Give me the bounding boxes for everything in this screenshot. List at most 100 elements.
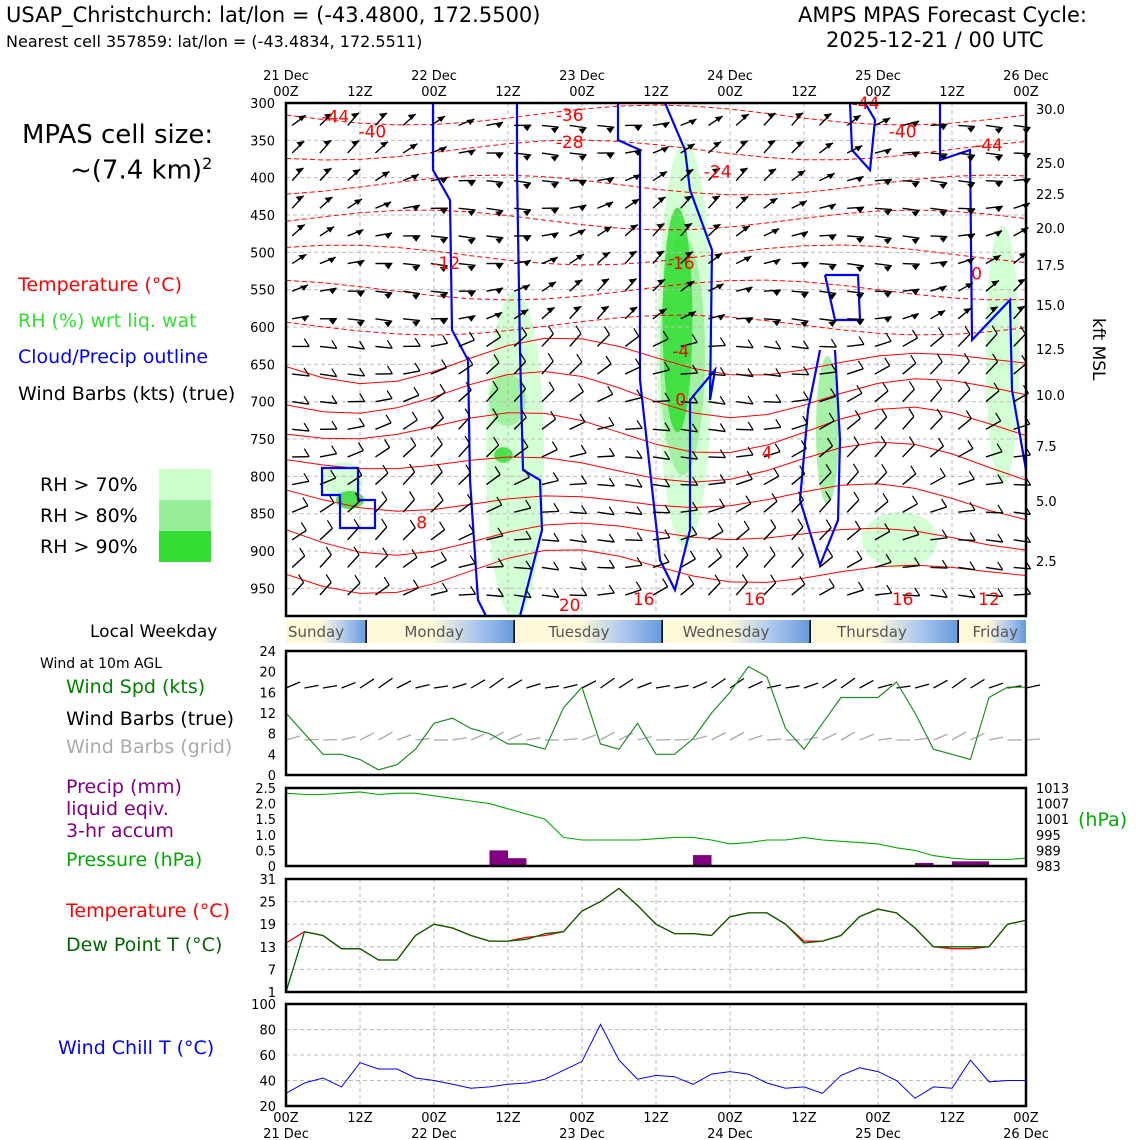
upper-wind-barb-425 — [846, 528, 861, 541]
top-hour-label-1: 12Z — [347, 85, 373, 100]
upper-wind-flag-13 — [634, 125, 643, 132]
upper-wind-flag-26 — [994, 127, 1003, 134]
legend-temperature: Temperature (°C) — [18, 274, 182, 296]
upper-wind-flag-183 — [856, 293, 864, 300]
upper-wind-feather-345 — [853, 436, 860, 445]
upper-wind-feather-360 — [523, 468, 531, 478]
upper-wind-barb-113 — [430, 235, 448, 239]
wind-grid-label: Wind Barbs (grid) — [66, 736, 233, 758]
weekday-wednesday: Wednesday — [683, 623, 770, 641]
precip-bar-0 — [489, 850, 508, 866]
upper-wind-barb-114 — [458, 235, 476, 240]
upper-wind-flag-68 — [659, 171, 668, 178]
kft-tick-9: 5.0 — [1036, 495, 1057, 510]
upper-wind-flag-192 — [356, 320, 365, 327]
temp-contour-label-5: -12 — [432, 254, 460, 274]
upper-wind-barb-367 — [735, 478, 753, 486]
upper-wind-feather-300 — [358, 417, 365, 427]
upper-wind-feather-254 — [576, 353, 583, 363]
upper-wind-barb-288 — [791, 398, 809, 403]
upper-wind-barb-396 — [791, 499, 804, 513]
upper-wind-flag-33 — [438, 146, 447, 153]
pressure-tick-7: 650 — [250, 358, 275, 373]
upper-wind-feather-427 — [884, 523, 891, 532]
upper-wind-barb-132 — [958, 233, 976, 237]
upper-wind-barb-265 — [902, 362, 917, 375]
upper-wind-barb-364 — [652, 483, 670, 488]
upper-wind-feather-423 — [770, 519, 777, 528]
upper-wind-feather-318 — [854, 410, 861, 419]
upper-wind-barb-259 — [736, 373, 754, 378]
kft-tick-4: 17.5 — [1036, 259, 1065, 274]
upper-wind-barb-456 — [958, 566, 976, 571]
upper-wind-feather-369 — [773, 467, 780, 477]
upper-wind-feather-344 — [826, 437, 834, 447]
upper-wind-feather-302 — [411, 411, 418, 421]
legend-rh90-swatch — [159, 531, 211, 562]
upper-wind-flag-3 — [350, 112, 359, 119]
upper-wind-flag-144 — [522, 260, 531, 267]
upper-wind-feather-460 — [298, 574, 305, 583]
upper-wind-barb-53 — [1013, 152, 1031, 155]
upper-wind-flag-122 — [656, 223, 665, 230]
upper-wind-barb-329 — [430, 443, 443, 458]
upper-wind-feather-242 — [991, 325, 998, 335]
upper-wind-feather-264 — [857, 360, 864, 370]
upper-wind-barb-371 — [846, 471, 859, 486]
upper-wind-feather-314 — [747, 421, 754, 431]
upper-wind-barb-395 — [763, 500, 778, 513]
top-hour-label-5: 12Z — [643, 85, 669, 100]
upper-wind-barb-294 — [957, 388, 971, 403]
upper-wind-feather-303 — [437, 409, 444, 419]
upper-wind-barb-250 — [485, 362, 500, 375]
temp-contour-7 — [286, 337, 1026, 385]
upper-wind-flag-132 — [939, 236, 948, 243]
upper-wind-feather-406 — [300, 522, 307, 531]
upper-wind-barb-334 — [569, 452, 587, 458]
sfc-wind-barb-grid-25 — [748, 734, 763, 741]
upper-wind-flag-96 — [684, 195, 693, 202]
pressure-tick-12: 900 — [250, 545, 275, 560]
upper-wind-barb-235 — [819, 345, 837, 348]
upper-wind-barb-249 — [458, 364, 474, 375]
top-hour-label-7: 12Z — [791, 85, 817, 100]
upper-wind-feather-321 — [936, 408, 943, 418]
upper-wind-barb-472 — [652, 585, 668, 596]
upper-wind-flag-163 — [300, 284, 308, 291]
wind-true-label: Wind Barbs (true) — [66, 708, 235, 730]
upper-wind-feather-305 — [492, 408, 499, 417]
upper-wind-feather-229 — [633, 327, 640, 337]
upper-wind-feather-380 — [328, 494, 335, 504]
upper-wind-barb-320 — [929, 416, 943, 430]
sfc-wind-barb-grid-23 — [711, 732, 726, 741]
upper-wind-feather-364 — [636, 478, 643, 488]
upper-wind-flag-119 — [577, 229, 586, 236]
upper-wind-feather-462 — [354, 574, 361, 584]
upper-wind-feather-327 — [357, 442, 364, 451]
sfc-wind-barb-grid-17 — [600, 731, 615, 741]
upper-wind-flag-197 — [494, 312, 503, 319]
upper-wind-barb-388 — [569, 511, 587, 515]
upper-wind-flag-175 — [628, 278, 637, 285]
upper-wind-feather-411 — [439, 521, 446, 531]
upper-wind-barb-179 — [763, 289, 781, 292]
upper-wind-barb-232 — [736, 345, 754, 349]
upper-wind-flag-92 — [578, 205, 587, 212]
upper-wind-flag-213 — [937, 310, 946, 317]
upper-wind-feather-393 — [691, 501, 699, 511]
upper-wind-feather-424 — [797, 518, 804, 528]
upper-wind-barb-52 — [985, 152, 1003, 156]
cloud-outline-5 — [798, 349, 842, 569]
upper-wind-feather-238 — [885, 332, 892, 342]
upper-wind-flag-110 — [326, 226, 335, 233]
upper-wind-barb-88 — [486, 207, 504, 212]
upper-wind-barb-360 — [541, 479, 559, 486]
upper-wind-flag-206 — [745, 317, 754, 324]
upper-wind-barb-342 — [791, 447, 807, 458]
upper-wind-flag-134 — [994, 230, 1003, 237]
sfc-wind-barb-grid-29 — [822, 732, 837, 741]
kft-tick-1: 25.0 — [1036, 157, 1065, 172]
upper-wind-feather-278 — [492, 380, 499, 390]
upper-wind-flag-204 — [688, 311, 696, 318]
upper-wind-feather-362 — [581, 475, 588, 484]
